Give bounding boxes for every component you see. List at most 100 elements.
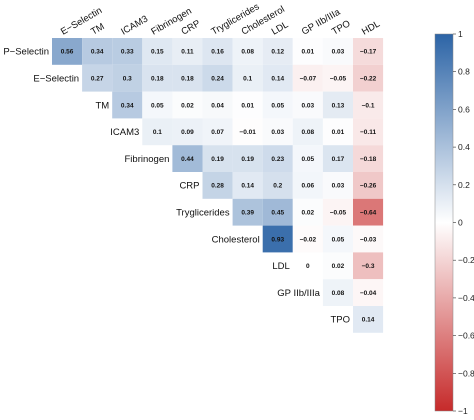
color-scale-tick-label: 0.6 (458, 104, 470, 114)
heatmap-cell (322, 38, 353, 65)
heatmap-cell (112, 91, 143, 119)
heatmap-cell (232, 145, 263, 172)
cell-value-label: −0.05 (330, 210, 347, 217)
cell-value-label: 0.93 (271, 236, 284, 243)
heatmap-cell (353, 198, 384, 226)
cell-value-label: 0.44 (181, 156, 194, 163)
cell-value-label: 0.16 (211, 49, 224, 56)
heatmap-cell (353, 145, 384, 172)
cell-value-label: −0.04 (360, 290, 377, 297)
column-label: TM (89, 21, 106, 37)
heatmap-cell (322, 91, 353, 119)
cell-value-label: 0.3 (123, 76, 132, 83)
heatmap-cell (262, 145, 293, 172)
heatmap-cell (112, 64, 143, 92)
color-scale-bar (434, 33, 454, 412)
row-label: LDL (272, 261, 289, 272)
heatmap-cell (262, 225, 293, 253)
cell-value-label: 0.24 (211, 76, 224, 83)
heatmap-cell (353, 306, 384, 333)
heatmap-cell (82, 64, 113, 92)
heatmap-cell (322, 118, 353, 146)
color-scale-tick-label: −0.6 (458, 331, 474, 341)
color-scale-tick-label: −0.8 (458, 368, 474, 378)
heatmap-cell (292, 225, 323, 253)
row-label: Fibrinogen (125, 154, 170, 165)
row-label: TM (95, 100, 109, 111)
heatmap-cell (322, 145, 353, 172)
heatmap-cell (292, 172, 323, 199)
heatmap-cell (353, 91, 384, 119)
cell-value-label: 0.12 (271, 49, 284, 56)
heatmap-cell (353, 225, 384, 253)
heatmap-cell (232, 64, 263, 92)
heatmap-cell (82, 38, 113, 65)
cell-value-label: −0.64 (360, 210, 377, 217)
cell-value-label: −0.01 (239, 129, 256, 136)
heatmap-cell (232, 118, 263, 146)
heatmap-cell (52, 38, 83, 65)
heatmap-cell (322, 225, 353, 253)
heatmap-cell (202, 64, 233, 92)
cell-value-label: 0.09 (181, 129, 194, 136)
cell-value-label: 0.45 (271, 210, 284, 217)
heatmap-cell (172, 64, 203, 92)
heatmap-cell (142, 38, 173, 65)
color-scale-tick-label: −1 (458, 406, 468, 416)
cell-value-label: 0.14 (362, 317, 375, 324)
cell-value-label: 0.18 (151, 76, 164, 83)
cell-value-label: 0.11 (181, 49, 194, 56)
column-label: ICAM3 (119, 14, 150, 38)
row-label: TPO (330, 315, 350, 326)
heatmap-cell (292, 198, 323, 226)
heatmap-cell (292, 38, 323, 65)
color-scale-tick-label: −0.4 (458, 293, 474, 303)
cell-value-label: 0.39 (241, 210, 254, 217)
cell-value-label: 0.06 (302, 183, 315, 190)
cell-value-label: 0.03 (332, 49, 345, 56)
cell-value-label: 0.15 (151, 49, 164, 56)
cell-value-label: −0.05 (330, 76, 347, 83)
heatmap-cell (353, 252, 384, 280)
cell-value-label: 0.19 (241, 156, 254, 163)
cell-value-label: 0.08 (241, 49, 254, 56)
row-label: GP IIb/IIIa (277, 288, 320, 299)
color-scale-tick-label: 0 (458, 218, 463, 228)
cell-value-label: 0.03 (271, 129, 284, 136)
heatmap-cell (322, 279, 353, 306)
heatmap-cell (262, 118, 293, 146)
heatmap-cell (353, 279, 384, 306)
heatmap-cell (322, 198, 353, 226)
heatmap-cell (202, 38, 233, 65)
color-legend: 1 0.8 0.6 0.4 0.2 0 −0.2 −0.4 −0.6 −0.8 −1 (434, 29, 474, 416)
heatmap-cell (322, 64, 353, 92)
cell-value-label: 0.05 (332, 236, 345, 243)
cell-value-label: −0.11 (360, 129, 376, 136)
cell-value-label: 0.14 (271, 76, 284, 83)
row-label: E−Selectin (33, 74, 79, 85)
cell-value-label: 0.08 (302, 129, 315, 136)
cell-value-label: 0.01 (332, 129, 345, 136)
cell-value-label: 0.03 (302, 102, 315, 109)
cell-value-label: 0.19 (211, 156, 224, 163)
cell-value-label: 0.05 (151, 102, 164, 109)
cell-value-label: −0.1 (362, 102, 375, 109)
cell-value-label: 0.27 (91, 76, 104, 83)
heatmap-cell (292, 91, 323, 119)
cell-value-label: 0.34 (91, 49, 104, 56)
row-label: ICAM3 (110, 127, 139, 138)
cell-value-label: 0.08 (332, 290, 345, 297)
heatmap-cell (142, 91, 173, 119)
heatmap-cell (292, 118, 323, 146)
heatmap-cell (353, 64, 384, 92)
heatmap-cell (232, 38, 263, 65)
cell-value-label: 0.01 (302, 49, 315, 56)
heatmap-cell (172, 91, 203, 119)
cell-value-label: 0.02 (332, 263, 345, 270)
cell-value-label: −0.3 (362, 263, 375, 270)
cell-value-label: 0.1 (243, 76, 252, 83)
cell-value-label: 0.02 (302, 210, 315, 217)
cell-value-label: 0.03 (332, 183, 345, 190)
cell-value-label: 0.07 (211, 129, 224, 136)
